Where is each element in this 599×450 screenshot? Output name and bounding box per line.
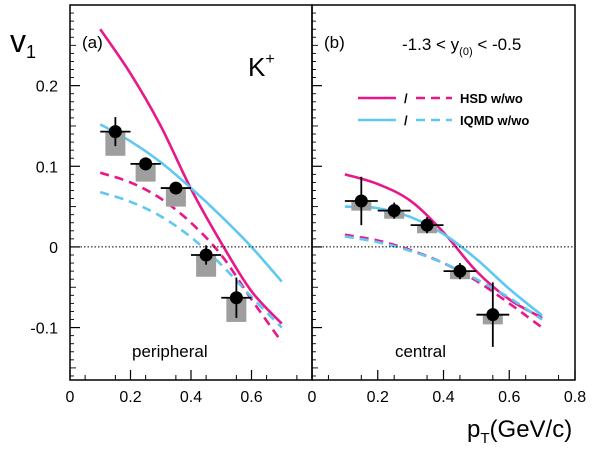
iqmd-dashed-curve [99, 190, 283, 329]
x-tick-label: 0.2 [367, 389, 389, 406]
y-axis-label: v1 [10, 23, 36, 62]
rapidity-label: -1.3 < y(0) < -0.5 [402, 35, 521, 58]
data-point [108, 125, 122, 139]
data-point [229, 291, 243, 305]
x-tick-label: 0.6 [240, 389, 262, 406]
legend-separator: / [404, 113, 408, 128]
particle-label: K+ [248, 51, 275, 82]
x-axis-label: pT(GeV/c) [467, 416, 572, 447]
legend-label: HSD w/wo [460, 91, 523, 106]
x-tick-label: 0.4 [432, 389, 454, 406]
systematic-box [135, 163, 156, 182]
y-tick-label: 0.1 [36, 159, 58, 176]
systematic-box [165, 188, 186, 207]
panel-frame [69, 4, 313, 381]
legend-label: IQMD w/wo [460, 113, 529, 128]
data-points [100, 117, 510, 347]
panel-tag: (b) [324, 33, 345, 52]
x-tick-label: 0 [308, 389, 317, 406]
iqmd-solid-curve [344, 205, 543, 317]
x-tick-label: 0.6 [498, 389, 520, 406]
hsd-solid-curve [344, 173, 543, 320]
legend: / HSD w/wo / IQMD w/wo [358, 91, 529, 128]
iqmd-solid-curve [99, 123, 283, 283]
x-tick-label: 0 [66, 389, 75, 406]
legend-separator: / [404, 91, 408, 106]
data-point [420, 218, 434, 232]
y-tick-label: 0 [49, 240, 58, 257]
x-tick-label: 0.4 [180, 389, 202, 406]
data-point [169, 181, 183, 195]
systematic-box [196, 255, 217, 277]
centrality-label: peripheral [132, 342, 208, 361]
model-curves [99, 28, 543, 343]
data-point [453, 264, 467, 278]
hsd-dashed-curve [99, 171, 283, 343]
y-tick-label: -0.1 [30, 321, 58, 338]
y-tick-label: 0.2 [36, 79, 58, 96]
x-tick-label: 0.8 [564, 389, 586, 406]
data-point [354, 194, 368, 208]
panel-tag: (a) [82, 33, 103, 52]
centrality-label: central [395, 342, 446, 361]
data-point [139, 157, 153, 171]
data-point [199, 248, 213, 262]
data-point [486, 308, 500, 322]
labels: 0 0.2 0.4 0.6 (a) peripheral 0 0.2 0.4 0.6 0.8 (b) c… [10, 23, 586, 447]
x-tick-label: 0.2 [119, 389, 141, 406]
panel-frames [69, 4, 576, 381]
iqmd-dashed-curve [344, 235, 543, 321]
hsd-dashed-curve [344, 233, 543, 329]
data-point [387, 204, 401, 218]
